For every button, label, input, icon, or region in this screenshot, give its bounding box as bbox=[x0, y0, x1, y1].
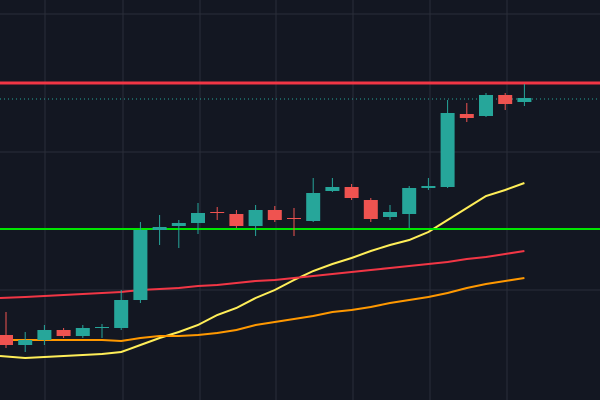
candle-body bbox=[325, 187, 340, 191]
candle-body bbox=[459, 114, 474, 118]
candle-body bbox=[248, 210, 263, 226]
moving-average-line bbox=[0, 182, 525, 360]
candle-body bbox=[383, 212, 397, 217]
candle-body bbox=[0, 335, 13, 345]
candle-body bbox=[18, 340, 33, 345]
candle-body bbox=[344, 187, 359, 198]
candle-body bbox=[306, 193, 321, 221]
candle-body bbox=[421, 186, 436, 188]
candle-body bbox=[152, 227, 167, 230]
candle-body bbox=[287, 218, 301, 219]
candle-body bbox=[75, 328, 90, 336]
candle-body bbox=[191, 213, 205, 223]
candle-body bbox=[517, 98, 532, 102]
candle-body bbox=[267, 210, 282, 220]
candle-body bbox=[95, 327, 109, 328]
candle-body bbox=[479, 95, 493, 116]
candle-body bbox=[171, 223, 186, 226]
candle-body bbox=[210, 212, 225, 213]
candle-body bbox=[229, 214, 244, 226]
moving-average-line bbox=[0, 250, 525, 299]
candle-body bbox=[56, 330, 71, 336]
candle-body bbox=[37, 330, 52, 340]
moving-average-line bbox=[0, 277, 525, 343]
candle-body bbox=[133, 230, 148, 300]
candle-body bbox=[498, 95, 513, 104]
candle-body bbox=[440, 113, 455, 187]
candle-body bbox=[402, 188, 417, 214]
candle-body bbox=[363, 200, 378, 219]
candle-body bbox=[114, 300, 129, 328]
